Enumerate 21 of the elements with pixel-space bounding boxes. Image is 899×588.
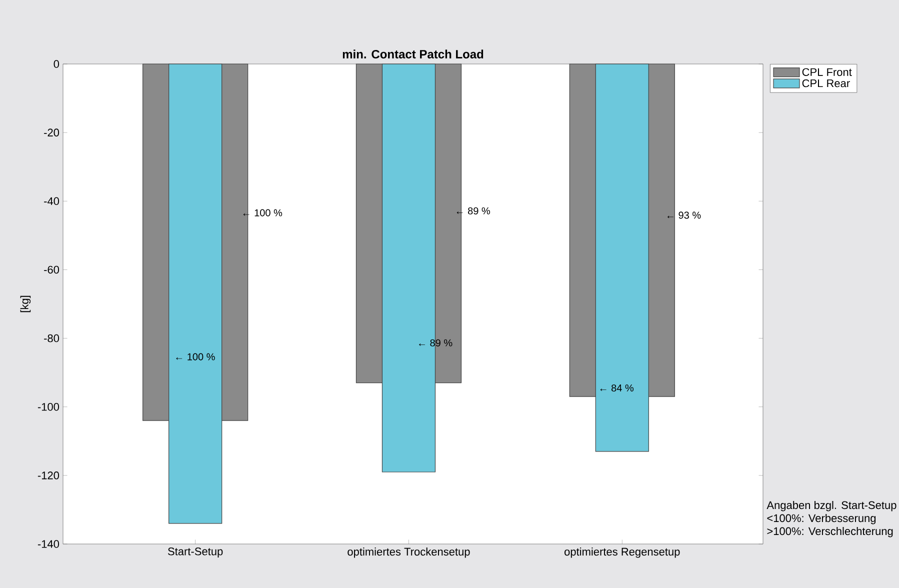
annotation: ← 84 %	[600, 384, 634, 392]
annotation: ← 93 %	[668, 212, 701, 219]
y-tick-label: -120	[38, 472, 60, 480]
y-tick-label: -80	[44, 334, 60, 342]
text: >100%: Verschlechterung	[767, 526, 893, 538]
legend-label: CPL Rear	[802, 79, 850, 88]
y-tick-label: 0	[54, 60, 60, 68]
x-tick-label: optimiertes Regensetup	[564, 548, 680, 558]
text: Angaben bzgl. Start-Setup	[766, 500, 896, 512]
y-tick-label: -40	[44, 197, 60, 206]
y-tick-label: -60	[44, 266, 60, 274]
y-tick-label: -100	[38, 402, 60, 411]
x-tick-label: optimiertes Trockensetup	[348, 548, 470, 558]
annotation: ← 100 %	[176, 353, 215, 360]
chart-title: min. Contact Patch Load	[342, 50, 484, 58]
y-tick-label: -140	[38, 540, 60, 548]
text: <100%: Verbesserung	[767, 514, 876, 524]
y-tick-label: -20	[44, 128, 60, 136]
y-axis-title: [kg]	[20, 296, 31, 312]
legend-label: CPL Front	[802, 68, 852, 76]
x-tick-label: Start-Setup	[168, 548, 223, 558]
